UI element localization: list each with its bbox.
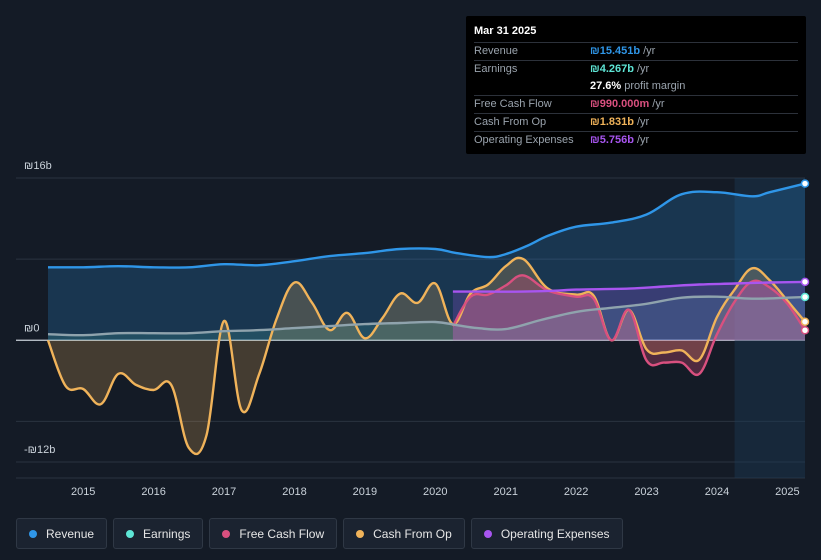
data-tooltip: Mar 31 2025 Revenue ₪15.451b/yr Earnings ₪4… xyxy=(466,16,806,154)
tooltip-row-label: Cash From Op xyxy=(474,116,547,128)
forecast-region xyxy=(734,178,805,478)
tooltip-row-value: 27.6% xyxy=(590,80,622,92)
free-cash-flow-area xyxy=(452,275,805,375)
legend-item-cash-from-op[interactable]: Cash From Op xyxy=(343,518,465,549)
x-tick-label: 2015 xyxy=(71,486,95,498)
tooltip-row-label xyxy=(474,78,590,95)
legend-item-revenue[interactable]: Revenue xyxy=(16,518,108,549)
legend-label: Earnings xyxy=(143,526,191,541)
tooltip-row-value: ₪1.831b xyxy=(590,116,634,128)
tooltip-row-value: ₪5.756b xyxy=(590,134,634,146)
tooltip-row-label: Operating Expenses xyxy=(474,134,574,146)
tooltip-row-label: Earnings xyxy=(474,63,518,75)
legend-label: Operating Expenses xyxy=(500,526,610,541)
legend-dot-icon xyxy=(356,529,365,538)
tooltip-row-value: ₪4.267b xyxy=(590,63,634,75)
revenue-endpoint xyxy=(800,179,810,188)
tooltip-row: Cash From Op ₪1.831b/yr xyxy=(474,113,798,131)
series-lines xyxy=(46,182,806,456)
legend-label: Revenue xyxy=(46,526,95,541)
earnings-line xyxy=(47,295,806,337)
legend-dot-icon xyxy=(29,529,37,538)
y-axis: ₪16b ₪0 -₪12b xyxy=(24,160,55,456)
tooltip-row-unit: /yr xyxy=(636,63,650,75)
tooltip-row-value: ₪15.451b xyxy=(590,45,641,57)
y-tick-label: -₪12b xyxy=(24,444,55,456)
x-tick-label: 2019 xyxy=(353,486,377,498)
tooltip-row-label: Free Cash Flow xyxy=(474,98,552,110)
tooltip-row: Free Cash Flow ₪990.000m/yr xyxy=(474,95,798,113)
tooltip-row-value: ₪990.000m xyxy=(590,98,650,110)
series-areas xyxy=(48,183,805,455)
free-cash-flow-endpoint xyxy=(800,325,810,335)
tooltip-row: Earnings ₪4.267b/yr xyxy=(474,60,798,78)
x-tick-label: 2016 xyxy=(141,486,165,498)
y-tick-label: ₪0 xyxy=(24,322,39,334)
tooltip-row: Operating Expenses ₪5.756b/yr xyxy=(474,131,798,149)
legend-item-free-cash-flow[interactable]: Free Cash Flow xyxy=(209,518,338,549)
x-tick-label: 2017 xyxy=(212,486,236,498)
x-tick-label: 2023 xyxy=(634,486,658,498)
x-tick-label: 2020 xyxy=(423,486,447,498)
series-endpoints xyxy=(800,179,810,335)
tooltip-date: Mar 31 2025 xyxy=(474,25,537,37)
legend-item-earnings[interactable]: Earnings xyxy=(113,518,204,549)
legend-label: Cash From Op xyxy=(373,526,452,541)
x-tick-label: 2018 xyxy=(282,486,306,498)
legend-dot-icon xyxy=(222,529,231,538)
tooltip-row-unit: /yr xyxy=(643,45,656,57)
cash-from-op-line xyxy=(46,256,806,456)
tooltip-row-label: Revenue xyxy=(474,45,519,57)
y-tick-label: ₪16b xyxy=(24,160,52,172)
legend-dot-icon xyxy=(483,529,492,538)
operating-expenses-endpoint xyxy=(800,277,810,287)
x-tick-label: 2022 xyxy=(564,486,588,498)
tooltip-row: Revenue ₪15.451b/yr xyxy=(474,42,798,60)
tooltip-row-unit: /yr xyxy=(636,134,650,146)
tooltip-row-unit: profit margin xyxy=(624,80,686,92)
tooltip-row-unit: /yr xyxy=(636,116,650,128)
operating-expenses-line xyxy=(452,280,806,293)
legend-item-operating-expenses[interactable]: Operating Expenses xyxy=(470,518,623,549)
tooltip-row-unit: /yr xyxy=(652,98,665,110)
revenue-line xyxy=(47,182,806,269)
tooltip-row: 27.6% profit margin xyxy=(474,78,798,95)
earnings-endpoint xyxy=(800,292,810,302)
cash-from-op-endpoint xyxy=(800,317,810,326)
x-tick-label: 2021 xyxy=(493,486,517,498)
legend: Revenue Earnings Free Cash Flow Cash From O… xyxy=(16,518,623,549)
legend-dot-icon xyxy=(126,529,135,538)
legend-label: Free Cash Flow xyxy=(239,526,325,541)
x-tick-label: 2024 xyxy=(705,486,729,498)
cash-from-op-area xyxy=(48,257,805,455)
gridlines xyxy=(16,177,805,479)
x-tick-label: 2025 xyxy=(775,486,799,498)
x-axis: 2015 2016 2017 2018 2019 2020 2021 2022 2023 2024… xyxy=(71,486,800,498)
